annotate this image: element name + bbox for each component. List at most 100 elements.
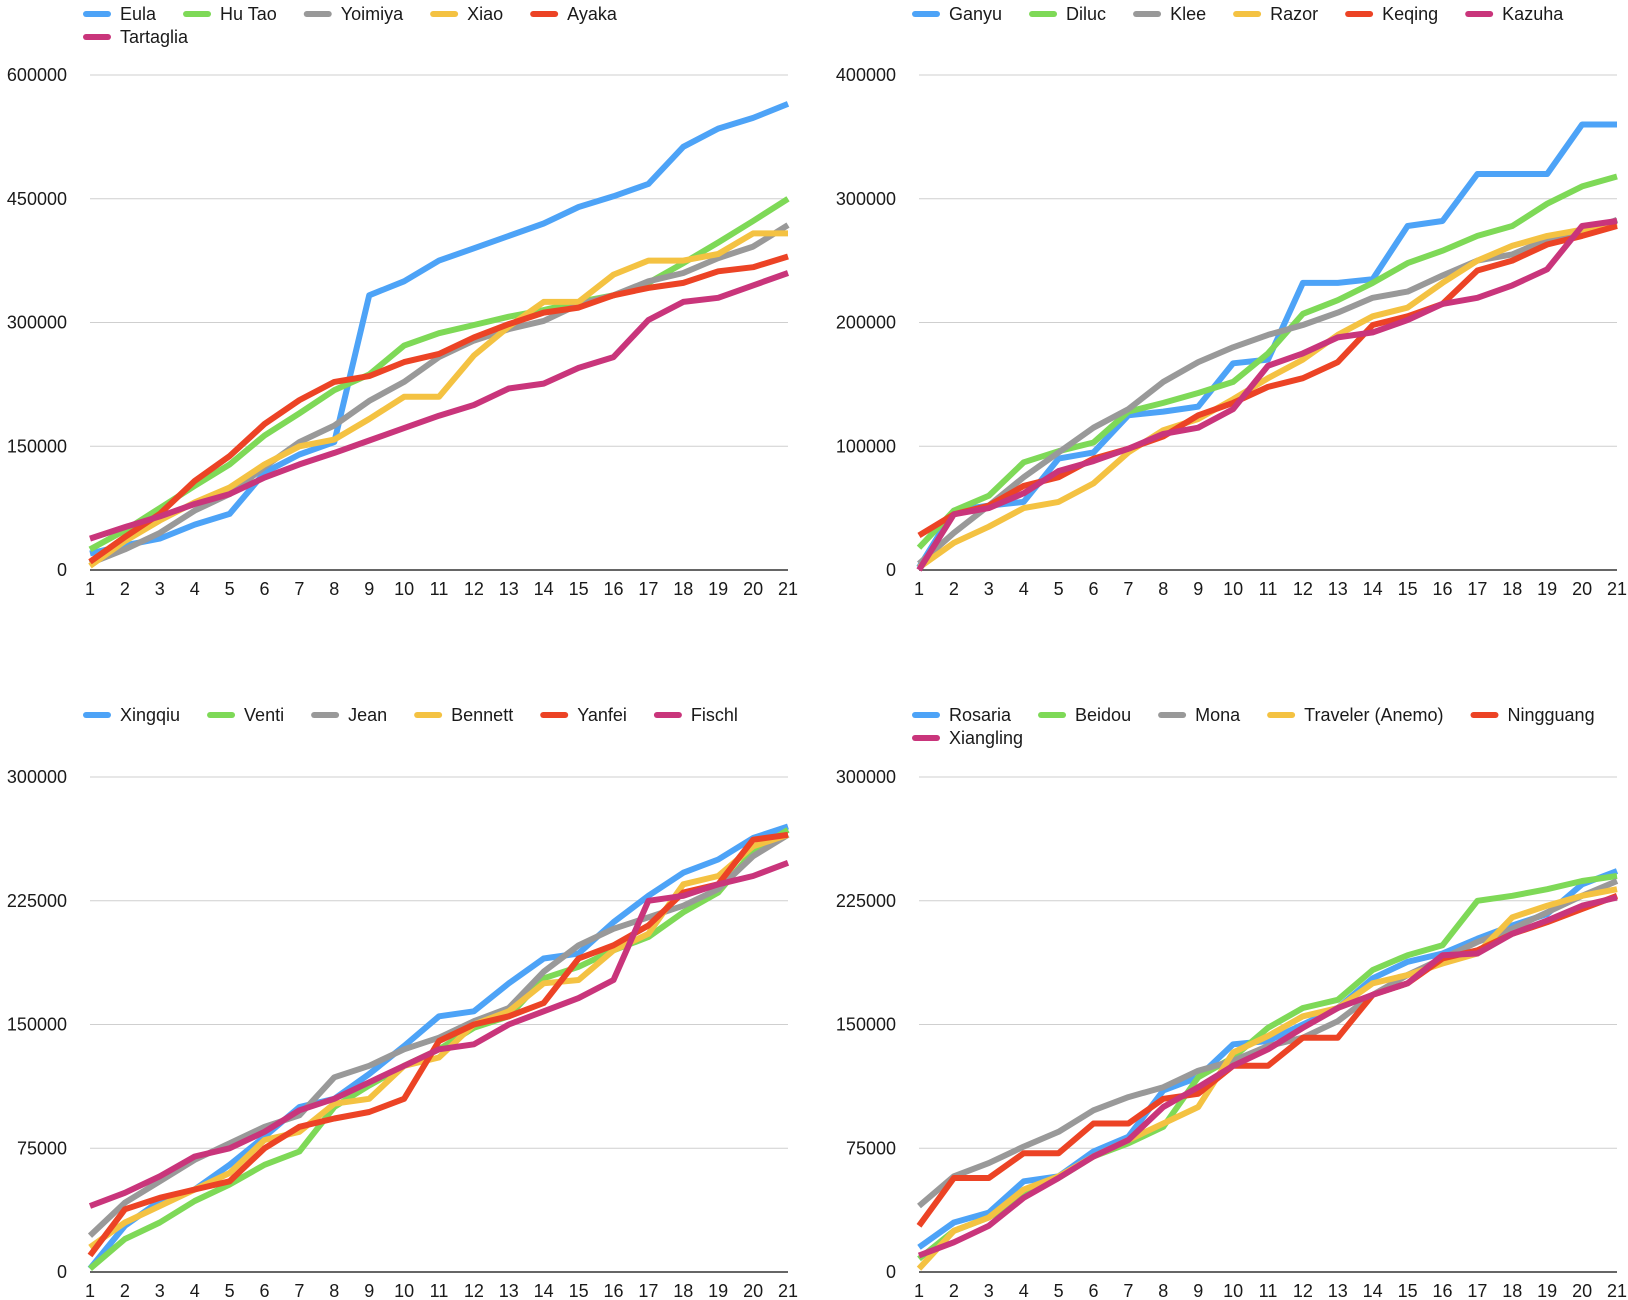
x-tick-label: 12 (464, 1281, 484, 1300)
y-tick-label: 400000 (836, 65, 896, 85)
legend-label: Bennett (451, 705, 513, 725)
series-line-diluc (916, 173, 1618, 550)
x-tick-label: 3 (155, 579, 165, 599)
x-tick-label: 21 (778, 579, 798, 599)
x-tick-label: 16 (1432, 1281, 1452, 1300)
legend-label: Diluc (1066, 4, 1106, 24)
x-tick-label: 9 (364, 579, 374, 599)
x-tick-label: 13 (499, 579, 519, 599)
series-line-tartaglia (89, 270, 790, 542)
x-tick-label: 2 (120, 579, 130, 599)
x-tick-label: 13 (1328, 579, 1348, 599)
x-tick-label: 2 (949, 579, 959, 599)
legend-item: Ayaka (530, 4, 618, 24)
legend-label: Ganyu (949, 4, 1002, 24)
legend-label: Venti (244, 705, 284, 725)
y-tick-label: 200000 (836, 313, 896, 333)
legend-item: Yoimiya (303, 4, 404, 24)
x-tick-label: 14 (1363, 1281, 1383, 1300)
y-tick-label: 600000 (7, 65, 67, 85)
y-tick-label: 225000 (7, 891, 67, 911)
x-tick-label: 20 (743, 579, 763, 599)
x-tick-label: 5 (1054, 1281, 1064, 1300)
x-tick-label: 4 (1019, 579, 1029, 599)
legend-item: Traveler (Anemo) (1267, 705, 1444, 725)
x-tick-label: 19 (708, 1281, 728, 1300)
x-tick-label: 6 (259, 579, 269, 599)
x-tick-label: 10 (1223, 579, 1243, 599)
legend-label: Xiangling (949, 728, 1023, 748)
x-tick-label: 19 (1537, 579, 1557, 599)
series-line-yanfei (87, 831, 789, 1258)
legend-item: Xingqiu (83, 705, 180, 725)
y-tick-label: 0 (57, 560, 67, 580)
x-tick-label: 21 (1607, 1281, 1627, 1300)
legend-label: Razor (1270, 4, 1318, 24)
legend-label: Beidou (1075, 705, 1131, 725)
x-tick-label: 10 (394, 579, 414, 599)
x-tick-label: 12 (464, 579, 484, 599)
legend-item: Hu Tao (183, 4, 277, 24)
legend-item: Xiangling (912, 728, 1023, 748)
legend-label: Keqing (1382, 4, 1438, 24)
x-tick-label: 20 (1572, 579, 1592, 599)
legend-item: Kazuha (1465, 4, 1564, 24)
y-tick-label: 0 (57, 1262, 67, 1282)
x-tick-label: 20 (743, 1281, 763, 1300)
legend-item: Ningguang (1470, 705, 1595, 725)
y-tick-label: 0 (886, 1262, 896, 1282)
x-tick-label: 7 (294, 1281, 304, 1300)
x-tick-label: 9 (364, 1281, 374, 1300)
legend-label: Tartaglia (120, 27, 189, 47)
series-line-xiao (88, 230, 788, 569)
legend-item: Razor (1233, 4, 1318, 24)
y-tick-label: 100000 (836, 436, 896, 456)
legend-item: Beidou (1038, 705, 1131, 725)
y-tick-label: 150000 (836, 1015, 896, 1035)
x-tick-label: 8 (1158, 579, 1168, 599)
x-tick-label: 21 (778, 1281, 798, 1300)
legend-label: Yoimiya (341, 4, 404, 24)
legend-item: Rosaria (912, 705, 1012, 725)
series-line-mona (917, 878, 1619, 1209)
legend-item: Mona (1158, 705, 1241, 725)
series-line-traveler-anemo (916, 886, 1618, 1271)
legend-label: Ayaka (567, 4, 618, 24)
x-tick-label: 15 (1398, 1281, 1418, 1300)
x-tick-label: 11 (430, 579, 449, 599)
legend-label: Ningguang (1508, 705, 1595, 725)
x-tick-label: 9 (1193, 1281, 1203, 1300)
legend-item: Jean (311, 705, 387, 725)
y-tick-label: 150000 (7, 1015, 67, 1035)
y-tick-label: 0 (886, 560, 896, 580)
x-tick-label: 2 (949, 1281, 959, 1300)
legend-label: Xingqiu (120, 705, 180, 725)
x-tick-label: 8 (329, 1281, 339, 1300)
legend-label: Xiao (467, 4, 503, 24)
x-tick-label: 13 (499, 1281, 519, 1300)
legend-label: Klee (1170, 4, 1206, 24)
x-tick-label: 19 (1537, 1281, 1557, 1300)
legend-label: Fischl (691, 705, 738, 725)
legend-label: Yanfei (577, 705, 627, 725)
x-tick-label: 1 (85, 579, 95, 599)
x-tick-label: 3 (984, 579, 994, 599)
x-tick-label: 4 (190, 579, 200, 599)
x-tick-label: 14 (534, 1281, 554, 1300)
y-tick-label: 150000 (7, 436, 67, 456)
legend-label: Jean (348, 705, 387, 725)
x-tick-label: 1 (914, 1281, 924, 1300)
x-tick-label: 16 (603, 1281, 623, 1300)
x-tick-label: 8 (329, 579, 339, 599)
y-tick-label: 300000 (836, 189, 896, 209)
y-tick-label: 300000 (7, 313, 67, 333)
x-tick-label: 10 (394, 1281, 414, 1300)
x-tick-label: 5 (225, 1281, 235, 1300)
x-tick-label: 18 (673, 579, 693, 599)
x-tick-label: 6 (1088, 1281, 1098, 1300)
x-tick-label: 7 (294, 579, 304, 599)
